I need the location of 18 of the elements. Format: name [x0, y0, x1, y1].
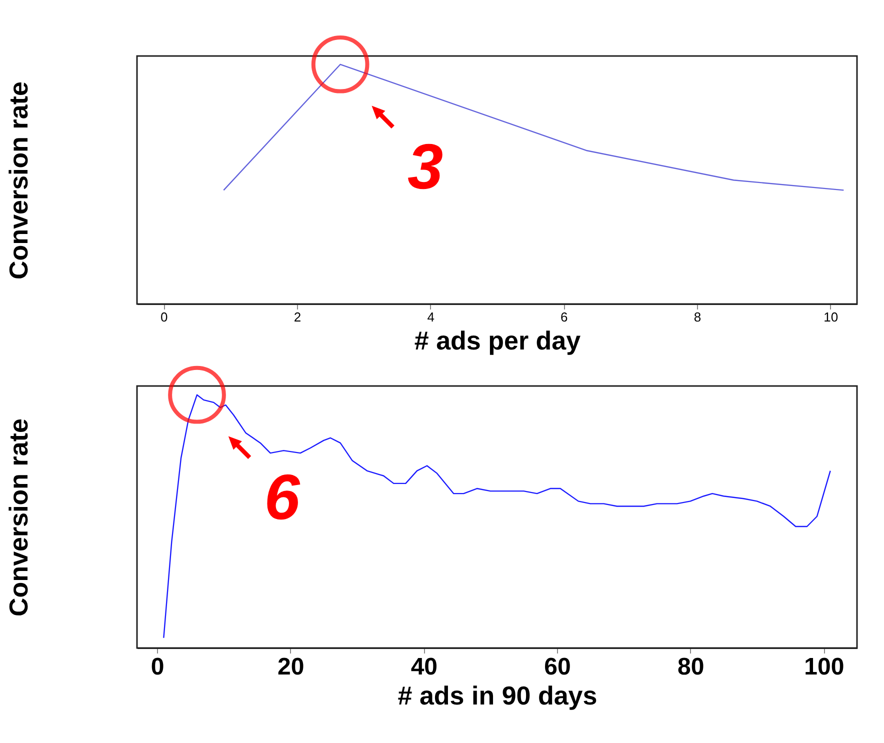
x-tick-label: 10 [824, 310, 838, 324]
x-tick-label: 20 [277, 654, 304, 680]
y-axis-title: Conversion rate [4, 82, 34, 280]
y-axis-title: Conversion rate [4, 418, 34, 616]
x-tick-label: 60 [544, 654, 571, 680]
x-tick-label: 80 [677, 654, 704, 680]
x-axis-title: # ads in 90 days [398, 680, 598, 710]
x-tick-label: 0 [160, 310, 168, 324]
x-tick-label: 6 [560, 310, 568, 324]
x-tick-label: 100 [804, 654, 844, 680]
x-tick-label: 4 [427, 310, 434, 324]
x-tick-label: 8 [694, 310, 702, 324]
x-tick-label: 2 [294, 310, 302, 324]
x-tick-label: 40 [410, 654, 438, 680]
x-axis-title: # ads per day [414, 326, 582, 356]
annotation: 6 [264, 460, 300, 533]
x-tick-label: 0 [150, 654, 164, 680]
annotation: 3 [408, 130, 444, 202]
